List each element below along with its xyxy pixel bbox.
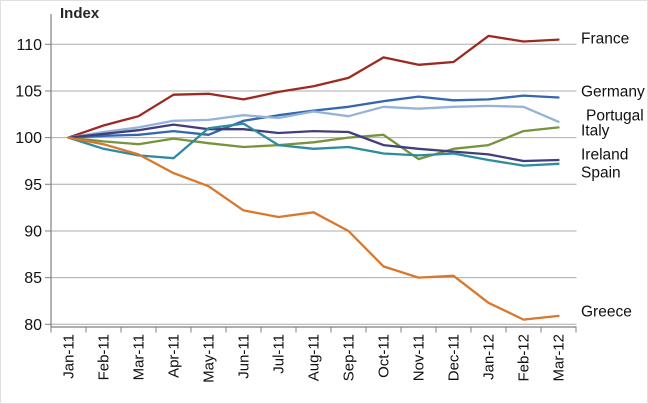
series-line-italy <box>67 126 560 161</box>
series-line-france <box>67 34 560 139</box>
y-axis-tick-label: 105 <box>15 83 42 100</box>
series-line-spain <box>67 122 560 167</box>
y-axis-tick-label: 95 <box>24 177 42 194</box>
x-axis-tick-label: May-11 <box>201 334 218 383</box>
series-label-spain: Spain <box>581 165 621 182</box>
y-axis-tick-label: 100 <box>15 130 42 147</box>
x-axis-tick-label: Nov-11 <box>411 334 428 381</box>
series-line-greece <box>67 136 560 321</box>
x-axis-tick-label: Jul-11 <box>271 334 288 374</box>
x-axis-tick-label: Jan-12 <box>481 334 498 380</box>
series-label-ireland: Ireland <box>581 147 628 164</box>
x-axis-tick-label: Jun-11 <box>236 334 253 379</box>
x-axis-tick-label: Aug-11 <box>306 334 323 381</box>
y-axis-title: Index <box>60 5 100 22</box>
y-axis-tick-label: 80 <box>24 317 42 334</box>
x-axis-tick-label: Apr-11 <box>166 334 183 378</box>
series-label-greece: Greece <box>581 304 632 321</box>
x-axis-tick-label: Feb-12 <box>516 334 533 382</box>
x-axis-tick-label: Jan-11 <box>61 334 78 379</box>
series-label-france: France <box>581 31 629 48</box>
series-label-italy: Italy <box>581 123 610 140</box>
series-label-portugal: Portugal <box>586 108 644 125</box>
x-axis-tick-label: Mar-12 <box>551 334 568 382</box>
x-axis-tick-label: Dec-11 <box>446 334 463 381</box>
y-axis-tick-label: 110 <box>16 37 42 54</box>
x-axis-tick-label: Sep-11 <box>341 334 358 381</box>
x-axis-tick-label: Feb-11 <box>96 334 113 380</box>
series-label-germany: Germany <box>581 84 645 101</box>
x-axis-tick-label: Mar-11 <box>131 334 148 380</box>
y-axis-tick-label: 90 <box>24 223 42 240</box>
x-axis-tick-label: Oct-11 <box>376 334 393 378</box>
series-line-ireland <box>67 123 560 163</box>
y-axis-tick-label: 85 <box>24 270 42 287</box>
series-line-portugal <box>67 104 560 139</box>
